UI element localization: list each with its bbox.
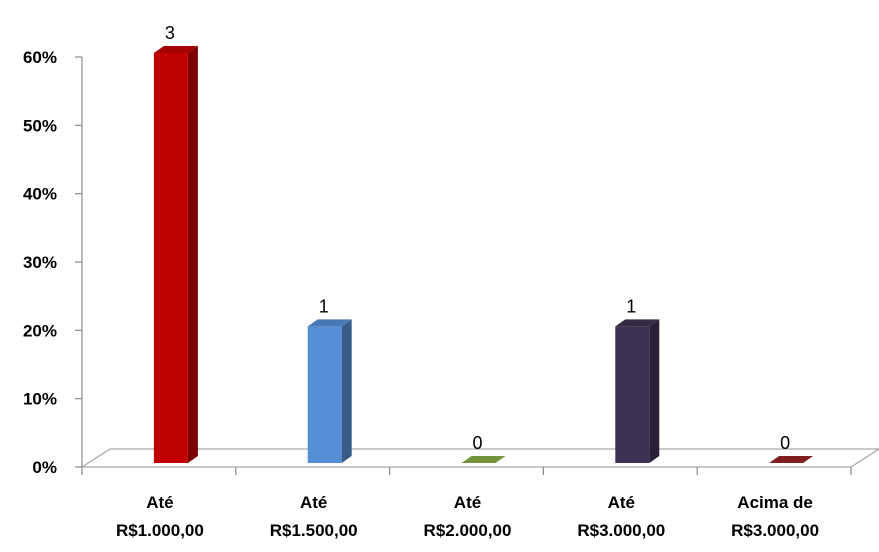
x-tick-label: R$3.000,00 [577,521,665,540]
y-tick-label: 60% [23,48,57,67]
data-label: 3 [165,23,175,43]
bar-side [649,319,660,463]
y-tick-label: 20% [23,321,57,340]
x-tick-label: R$1.000,00 [116,521,204,540]
data-label: 1 [626,296,636,316]
y-tick-label: 0% [32,458,57,477]
bar [615,326,650,463]
data-label: 0 [472,433,482,453]
x-tick-label: R$1.500,00 [270,521,358,540]
bar [769,456,814,463]
bar [153,53,188,463]
x-tick-label: Até [300,493,327,512]
x-tick-label: Até [608,493,635,512]
bar-top [307,319,352,327]
bar [461,456,506,463]
y-tick-label: 50% [23,116,57,135]
bar [307,326,342,463]
y-tick-label: 30% [23,253,57,272]
x-tick-label: R$2.000,00 [424,521,512,540]
x-tick-label: R$3.000,00 [731,521,819,540]
x-tick-label: Até [454,493,481,512]
bar-side [187,46,198,463]
data-label: 0 [780,433,790,453]
y-tick-label: 10% [23,390,57,409]
bar-top [615,319,660,327]
bar-top [153,46,198,53]
x-tick-label: Até [146,493,173,512]
chart-floor [79,448,879,468]
y-tick-label: 40% [23,185,57,204]
x-tick-label: Acima de [737,493,813,512]
bar-side [341,319,352,463]
data-label: 1 [319,296,329,316]
